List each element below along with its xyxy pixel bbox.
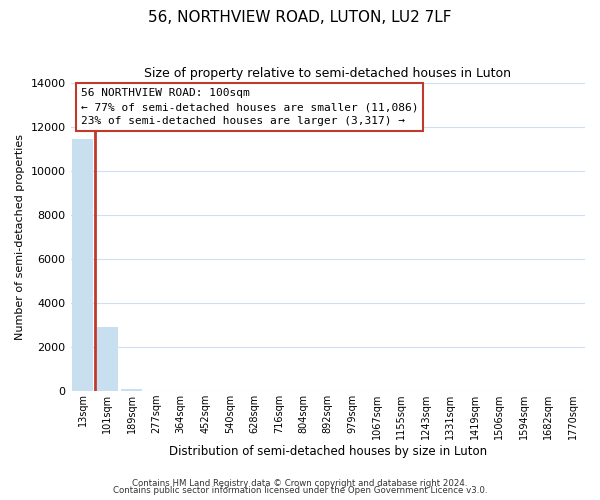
Text: Contains HM Land Registry data © Crown copyright and database right 2024.: Contains HM Land Registry data © Crown c… (132, 478, 468, 488)
Text: Contains public sector information licensed under the Open Government Licence v3: Contains public sector information licen… (113, 486, 487, 495)
Title: Size of property relative to semi-detached houses in Luton: Size of property relative to semi-detach… (144, 68, 511, 80)
X-axis label: Distribution of semi-detached houses by size in Luton: Distribution of semi-detached houses by … (169, 444, 487, 458)
Bar (121, 389, 142, 390)
Text: 56 NORTHVIEW ROAD: 100sqm
← 77% of semi-detached houses are smaller (11,086)
23%: 56 NORTHVIEW ROAD: 100sqm ← 77% of semi-… (81, 88, 418, 126)
Bar (73, 139, 93, 390)
Bar (97, 327, 118, 390)
Y-axis label: Number of semi-detached properties: Number of semi-detached properties (15, 134, 25, 340)
Text: 56, NORTHVIEW ROAD, LUTON, LU2 7LF: 56, NORTHVIEW ROAD, LUTON, LU2 7LF (148, 10, 452, 25)
